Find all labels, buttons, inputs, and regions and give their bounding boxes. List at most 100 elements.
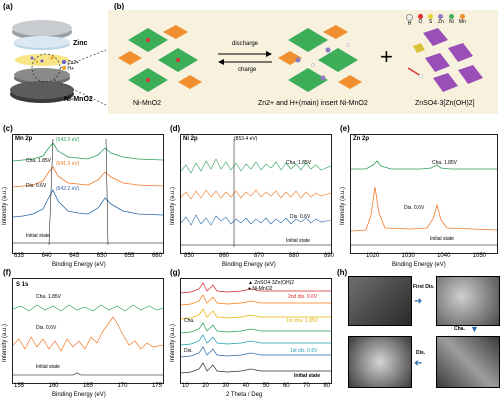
mn2p-xlabel: Binding Energy (eV)	[52, 262, 106, 268]
s1s-tick: 160	[48, 383, 59, 389]
xrd-xlabel: 2 Theta / Deg	[226, 392, 263, 398]
xrd-tick: 70	[303, 383, 310, 389]
zn2p-tick: 1030	[401, 253, 415, 259]
mn2p-tick: 640	[41, 253, 52, 259]
mn2p-label-init: Initial state	[26, 233, 50, 239]
mn2p-tick: 645	[69, 253, 80, 259]
ion-legend-h: H+	[67, 66, 74, 72]
ni2p-tick: 860	[218, 253, 229, 259]
legend-ni: Ni	[448, 19, 454, 25]
xrd-legend-nimno2: Ni-MnO2	[252, 286, 273, 292]
xrd-label-1st-cha: 1st cha. 1.85V	[286, 318, 318, 324]
sem-image-first-dis	[436, 276, 500, 326]
mn2p-tick: 655	[124, 253, 135, 259]
legend-s: S	[428, 19, 433, 25]
s1s-label-dis: Dis. 0.6V	[36, 325, 57, 331]
zn2p-tick: 1020	[366, 253, 380, 259]
mn2p-ticks: 635 640 645 650 655 660	[14, 253, 162, 259]
xrd-legend: ▲ ZnSO4·3Zn(OH)2 ● Ni-MnO2	[248, 280, 295, 292]
s1s-tick: 175	[151, 383, 162, 389]
mn2p-peak-init: (642.2 eV)	[56, 186, 80, 192]
discharge-label: discharge	[232, 41, 259, 47]
mn2p-tick: 650	[96, 253, 107, 259]
mn2p-plot	[12, 134, 164, 254]
xrd-tick: 60	[282, 383, 290, 389]
ni2p-title: Ni 2p	[183, 136, 198, 142]
zn2p-title: Zn 2p	[353, 136, 369, 142]
legend-h: H	[407, 21, 412, 27]
ni2p-plot	[180, 134, 332, 254]
ni2p-tick: 890	[323, 253, 334, 259]
s1s-ticks: 155 160 165 170 175	[14, 383, 162, 389]
sem-cha-label: Cha.	[454, 326, 465, 332]
s1s-tick: 170	[117, 383, 128, 389]
xrd-ticks: 10 20 30 40 50 60 70 80	[182, 383, 330, 389]
zn2p-tick: 1050	[472, 253, 486, 259]
xrd-side-dis: Dis.	[184, 348, 193, 354]
panel-b-letter: (b)	[114, 2, 125, 11]
legend-o: O	[418, 19, 423, 25]
zinc-label: Zinc	[73, 40, 88, 47]
xrd-tick: 80	[323, 383, 330, 389]
legend-zn: Zn	[438, 19, 444, 25]
arrow-right-icon: ➜	[414, 296, 423, 307]
ni2p-ticks: 850 860 870 880 890	[184, 253, 334, 259]
xrd-label-initial: Initial state	[294, 373, 321, 379]
ni2p-label-dis: Dis. 0.6V	[290, 214, 311, 220]
xrd-tick: 50	[262, 383, 270, 389]
xrd-tick: 20	[202, 383, 209, 389]
plus-sign: +	[380, 44, 393, 69]
s1s-label-cha: Cha. 1.85V	[36, 294, 62, 300]
zn2p-tick: 1040	[437, 253, 451, 259]
s1s-xlabel: Binding Energy (eV)	[52, 392, 106, 398]
right-structure-label: ZnSO4·3[Zn(OH)2]	[415, 100, 475, 107]
xrd-tick: 30	[222, 383, 230, 389]
ni2p-tick: 870	[253, 253, 264, 259]
charge-label: charge	[238, 67, 257, 73]
xrd-tick: 40	[242, 383, 250, 389]
mn2p-peak-dis: (641.9 eV)	[56, 161, 80, 167]
xrd-label-2nd-dis: 2nd dis. 0.6V	[288, 294, 318, 300]
zn2p-ylabel: Intensity (a.u.)	[340, 186, 346, 225]
panel-h-letter: (h)	[337, 268, 348, 277]
s1s-tick: 165	[82, 383, 93, 389]
xrd-label-1st-dis: 1st dis. 0.6V	[290, 348, 318, 354]
xrd-plot	[180, 278, 332, 384]
ni2p-label-init: Initial state	[286, 238, 310, 244]
sem-image-cha	[436, 336, 500, 388]
panel-g-letter: (g)	[170, 268, 181, 277]
ni2p-peak: (853.4 eV)	[234, 136, 258, 142]
panel-e-letter: (e)	[340, 124, 350, 133]
left-structure-label: Ni-MnO2	[133, 100, 162, 107]
zn2p-label-init: Initial state	[430, 236, 454, 242]
s1s-ylabel: Intensity (a.u.)	[2, 323, 8, 362]
ni2p-tick: 880	[288, 253, 299, 259]
zn2p-ticks: 1020 1030 1040 1050	[366, 253, 486, 259]
xrd-side-cha: Cha.	[184, 318, 195, 324]
panel-d-letter: (d)	[170, 124, 181, 133]
middle-structure-label: Zn2+ and H+(main) insert Ni-MnO2	[258, 100, 368, 107]
ion-legend: Zn2+ H+	[62, 60, 79, 72]
zn2p-label-dis: Dis. 0.6V	[404, 205, 425, 211]
xrd-ylabel: Intensity (a.u.)	[170, 323, 176, 362]
mechanism-scheme: +	[108, 10, 498, 114]
sem-first-dis-label: First Dis.	[413, 284, 435, 290]
mn2p-ylabel: Intensity (a.u.)	[2, 186, 8, 225]
zn2p-label-cha: Cha. 1.85V	[432, 160, 458, 166]
mn2p-label-dis: Dis. 0.6V	[26, 183, 47, 189]
xrd-legend-zhs: ZnSO4·3Zn(OH)2	[254, 280, 295, 286]
element-legend: H O S Zn Ni Mn	[406, 14, 466, 27]
arrow-left-icon: ➜	[414, 358, 423, 369]
sem-image-dis	[348, 336, 412, 388]
legend-mn: Mn	[458, 19, 466, 25]
ni2p-tick: 850	[184, 253, 195, 259]
s1s-tick: 155	[14, 383, 25, 389]
battery-illustration	[2, 10, 110, 118]
s1s-label-init: Initial state	[36, 364, 60, 370]
panel-f-letter: (f)	[3, 268, 11, 277]
sem-dis-label: Dis.	[416, 350, 426, 356]
ni2p-ylabel: Intensity (a.u.)	[170, 186, 176, 225]
arrow-down-icon: ▼	[470, 324, 479, 334]
mn2p-tick: 635	[14, 253, 25, 259]
panel-a-letter: (a)	[3, 2, 13, 11]
